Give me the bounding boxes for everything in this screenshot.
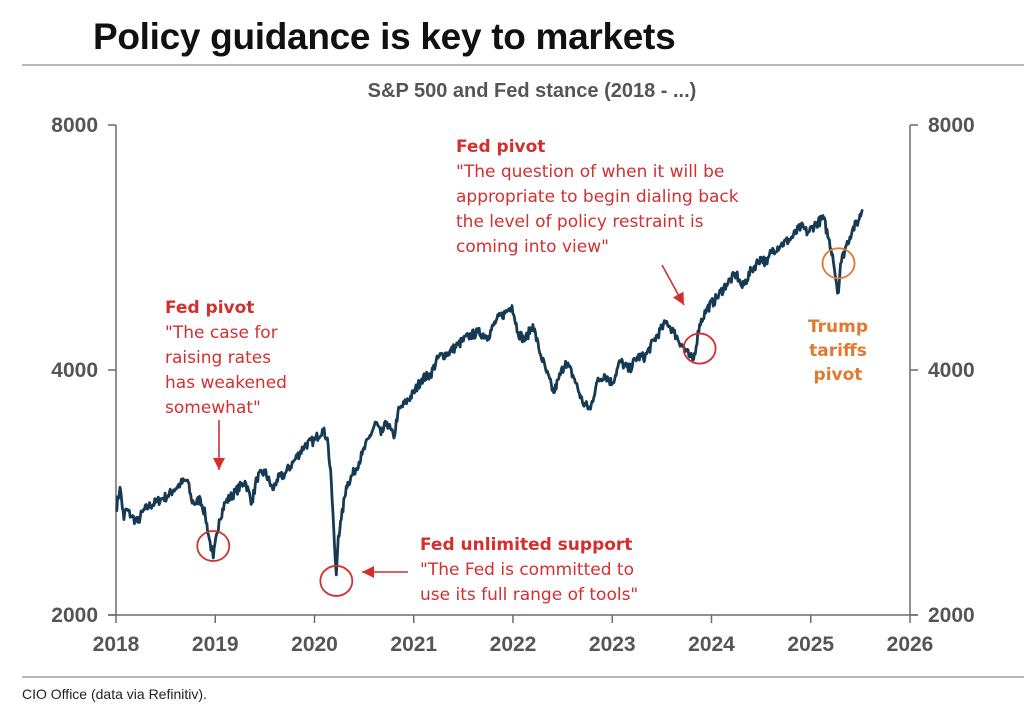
annotation-text-line: coming into view" — [456, 237, 609, 257]
x-tick-label: 2025 — [787, 633, 834, 656]
arrow-head-icon — [362, 566, 374, 578]
x-tick-label: 2021 — [390, 633, 437, 656]
annotation-heading: Fed pivot — [165, 298, 254, 318]
y-tick-label-left: 2000 — [51, 604, 98, 627]
annotation-text-line: the level of policy restraint is — [456, 212, 704, 232]
y-tick-label-left: 8000 — [51, 114, 98, 137]
series-line-sp500 — [115, 209, 864, 577]
y-tick-label-right: 4000 — [928, 359, 975, 382]
x-tick-label: 2020 — [291, 633, 338, 656]
plot-area — [115, 209, 864, 577]
title-divider — [22, 64, 1024, 66]
annotation-4: Trump tariffs pivot — [808, 247, 868, 385]
source-note: CIO Office (data via Refinitiv). — [22, 686, 207, 702]
arrow-head-icon — [672, 291, 684, 305]
x-tick-label: 2019 — [192, 633, 239, 656]
annotation-text-line: "The case for — [165, 323, 278, 343]
annotation-text-line: "The question of when it will be — [456, 162, 724, 182]
footer-divider — [22, 676, 1024, 678]
arrow-head-icon — [213, 458, 225, 470]
annotation-text-line: tariffs — [809, 341, 867, 361]
y-tick-label-left: 4000 — [51, 359, 98, 382]
highlight-circle — [821, 247, 856, 280]
annotation-text-line: raising rates — [165, 348, 271, 368]
annotation-text-line: Trump — [808, 317, 868, 337]
annotation-text-line: use its full range of tools" — [420, 585, 638, 605]
x-tick-label: 2022 — [490, 633, 537, 656]
annotation-2: Fed unlimited support "The Fed is committ… — [319, 535, 638, 605]
annotation-text-line: has weakened — [165, 373, 287, 393]
highlight-circle — [196, 530, 231, 562]
annotation-text-line: pivot — [814, 365, 863, 385]
x-tick-label: 2023 — [589, 633, 636, 656]
annotation-1: Fed pivot "The case for raising rates has w… — [165, 298, 287, 562]
x-tick-label: 2018 — [93, 633, 140, 656]
annotation-heading: Fed unlimited support — [420, 535, 632, 555]
x-tick-label: 2024 — [688, 633, 735, 656]
axes: 8000 8000 4000 4000 2000 2000 2018 2019 2020 2021… — [51, 114, 974, 656]
annotation-3: Fed pivot "The question of when it will b… — [456, 137, 739, 365]
highlight-circle — [682, 332, 717, 365]
x-tick-label: 2026 — [887, 633, 934, 656]
highlight-circle — [319, 565, 354, 597]
chart-title: S&P 500 and Fed stance (2018 - ...) — [367, 80, 697, 102]
annotations: Fed pivot "The case for raising rates has w… — [165, 137, 868, 605]
y-tick-label-right: 2000 — [928, 604, 975, 627]
annotation-text-line: appropriate to begin dialing back — [456, 187, 739, 207]
annotation-heading: Fed pivot — [456, 137, 545, 157]
page-title: Policy guidance is key to markets — [93, 16, 676, 57]
annotation-text-line: somewhat" — [165, 398, 261, 418]
y-tick-label-right: 8000 — [928, 114, 975, 137]
annotation-text-line: "The Fed is committed to — [420, 560, 634, 580]
chart-canvas: 8000 8000 4000 4000 2000 2000 2018 2019 2020 2021… — [51, 114, 974, 656]
